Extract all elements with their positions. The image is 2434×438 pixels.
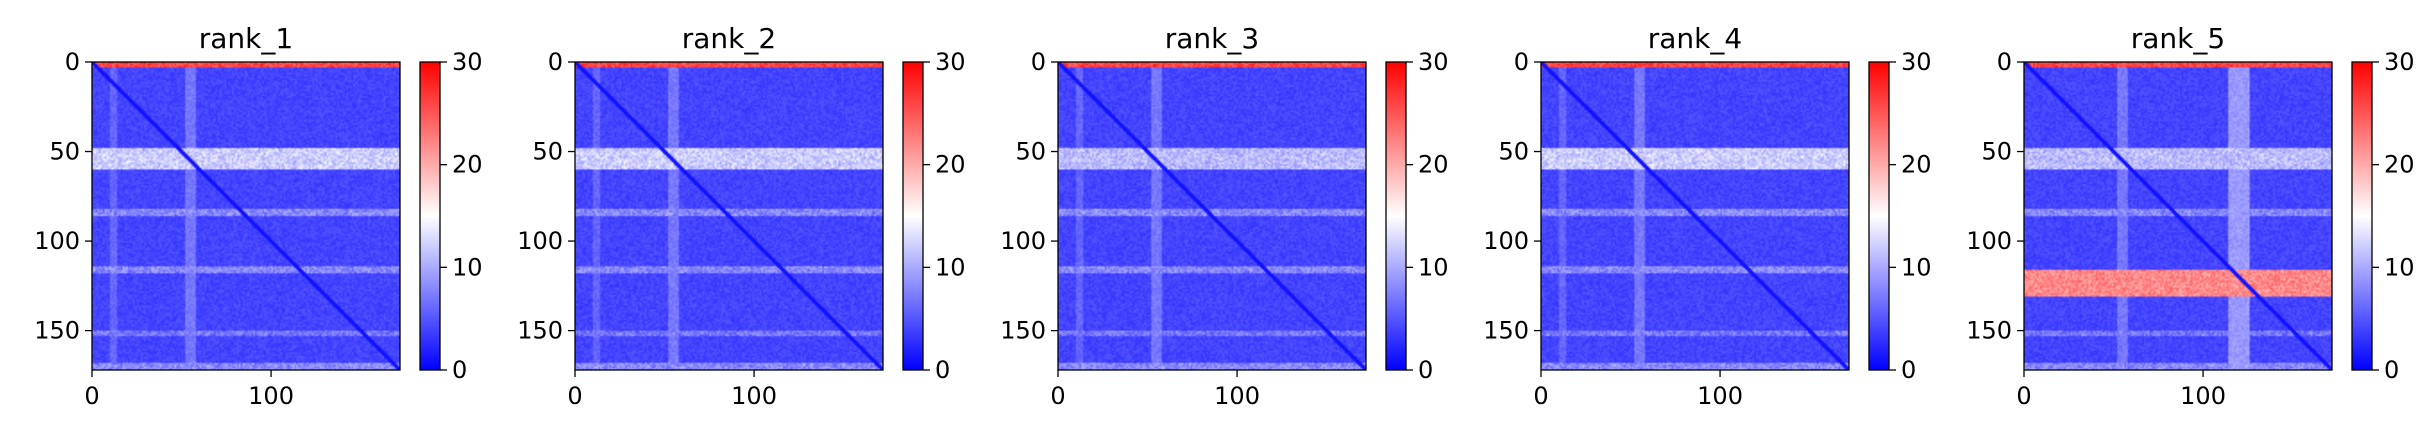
colorbar-tick-label: 0 bbox=[1418, 356, 1433, 384]
y-tick-label: 150 bbox=[1966, 317, 2012, 345]
colorbar-tick-label: 20 bbox=[1901, 151, 1932, 179]
plot-frame bbox=[2023, 61, 2333, 371]
colorbar-tick-label: 30 bbox=[935, 48, 966, 76]
heatmap-image bbox=[92, 62, 400, 370]
heatmap-image bbox=[2024, 62, 2332, 370]
plot-frame bbox=[574, 61, 884, 371]
colorbar-frame bbox=[1868, 61, 1890, 371]
colorbar-tick-label: 20 bbox=[452, 151, 483, 179]
colorbar-frame bbox=[419, 61, 441, 371]
y-tick-label: 50 bbox=[49, 138, 80, 166]
colorbar-frame bbox=[902, 61, 924, 371]
colorbar-tick-label: 0 bbox=[1901, 356, 1916, 384]
colorbar-tick-label: 10 bbox=[935, 253, 966, 281]
y-tick-label: 50 bbox=[1981, 138, 2012, 166]
colorbar bbox=[2352, 62, 2372, 370]
x-tick-label: 0 bbox=[1533, 382, 1548, 410]
colorbar-tick-label: 10 bbox=[1901, 253, 1932, 281]
y-tick-label: 150 bbox=[1000, 317, 1046, 345]
y-tick-label: 0 bbox=[1031, 48, 1046, 76]
y-tick-label: 150 bbox=[1483, 317, 1529, 345]
colorbar-tick-label: 20 bbox=[1418, 151, 1449, 179]
chart-title: rank_5 bbox=[2131, 22, 2225, 55]
y-tick-label: 150 bbox=[517, 317, 563, 345]
panel-2: rank_2 0 50 100 150 0 100 0 10 20 30 bbox=[517, 22, 965, 410]
y-tick-label: 0 bbox=[548, 48, 563, 76]
x-tick-label: 100 bbox=[731, 382, 777, 410]
colorbar bbox=[420, 62, 440, 370]
chart-title: rank_3 bbox=[1165, 22, 1259, 55]
y-tick-label: 0 bbox=[65, 48, 80, 76]
plot-frame bbox=[1540, 61, 1850, 371]
chart-title: rank_2 bbox=[682, 22, 776, 55]
heatmap-image bbox=[1541, 62, 1849, 370]
y-tick-label: 50 bbox=[1015, 138, 1046, 166]
x-tick-label: 0 bbox=[1050, 382, 1065, 410]
panel-4: rank_4 0 50 100 150 0 100 0 10 20 30 bbox=[1483, 22, 1931, 410]
y-tick-label: 100 bbox=[1483, 227, 1529, 255]
y-tick-label: 100 bbox=[34, 227, 80, 255]
colorbar-frame bbox=[2351, 61, 2373, 371]
colorbar-tick-label: 10 bbox=[2384, 253, 2415, 281]
colorbar-tick-label: 10 bbox=[452, 253, 483, 281]
colorbar-tick-label: 0 bbox=[2384, 356, 2399, 384]
colorbar-frame bbox=[1385, 61, 1407, 371]
colorbar-tick-label: 20 bbox=[2384, 151, 2415, 179]
y-tick-label: 50 bbox=[1498, 138, 1529, 166]
heatmap-image bbox=[575, 62, 883, 370]
x-tick-label: 100 bbox=[248, 382, 294, 410]
colorbar bbox=[1869, 62, 1889, 370]
colorbar-tick-label: 30 bbox=[1901, 48, 1932, 76]
chart-title: rank_4 bbox=[1648, 22, 1742, 55]
y-tick-label: 100 bbox=[1966, 227, 2012, 255]
y-tick-label: 100 bbox=[517, 227, 563, 255]
plot-frame bbox=[91, 61, 401, 371]
colorbar-tick-label: 30 bbox=[1418, 48, 1449, 76]
y-tick-label: 150 bbox=[34, 317, 80, 345]
colorbar-tick-label: 10 bbox=[1418, 253, 1449, 281]
colorbar-tick-label: 30 bbox=[452, 48, 483, 76]
x-tick-label: 0 bbox=[84, 382, 99, 410]
y-tick-label: 50 bbox=[532, 138, 563, 166]
y-tick-label: 0 bbox=[1514, 48, 1529, 76]
colorbar-tick-label: 0 bbox=[452, 356, 467, 384]
colorbar bbox=[903, 62, 923, 370]
chart-title: rank_1 bbox=[199, 22, 293, 55]
y-tick-label: 0 bbox=[1997, 48, 2012, 76]
colorbar bbox=[1386, 62, 1406, 370]
heatmap-image bbox=[1058, 62, 1366, 370]
panel-1: rank_1 0 50 100 150 0 100 0 10 20 30 bbox=[34, 22, 482, 410]
colorbar-tick-label: 0 bbox=[935, 356, 950, 384]
x-tick-label: 0 bbox=[2016, 382, 2031, 410]
x-tick-label: 100 bbox=[2180, 382, 2226, 410]
colorbar-tick-label: 20 bbox=[935, 151, 966, 179]
x-tick-label: 0 bbox=[567, 382, 582, 410]
x-tick-label: 100 bbox=[1697, 382, 1743, 410]
colorbar-tick-label: 30 bbox=[2384, 48, 2415, 76]
plot-frame bbox=[1057, 61, 1367, 371]
panel-3: rank_3 0 50 100 150 0 100 0 10 20 30 bbox=[1000, 22, 1448, 410]
y-tick-label: 100 bbox=[1000, 227, 1046, 255]
panel-5: rank_5 0 50 100 150 0 100 0 10 20 30 bbox=[1966, 22, 2414, 410]
x-tick-label: 100 bbox=[1214, 382, 1260, 410]
